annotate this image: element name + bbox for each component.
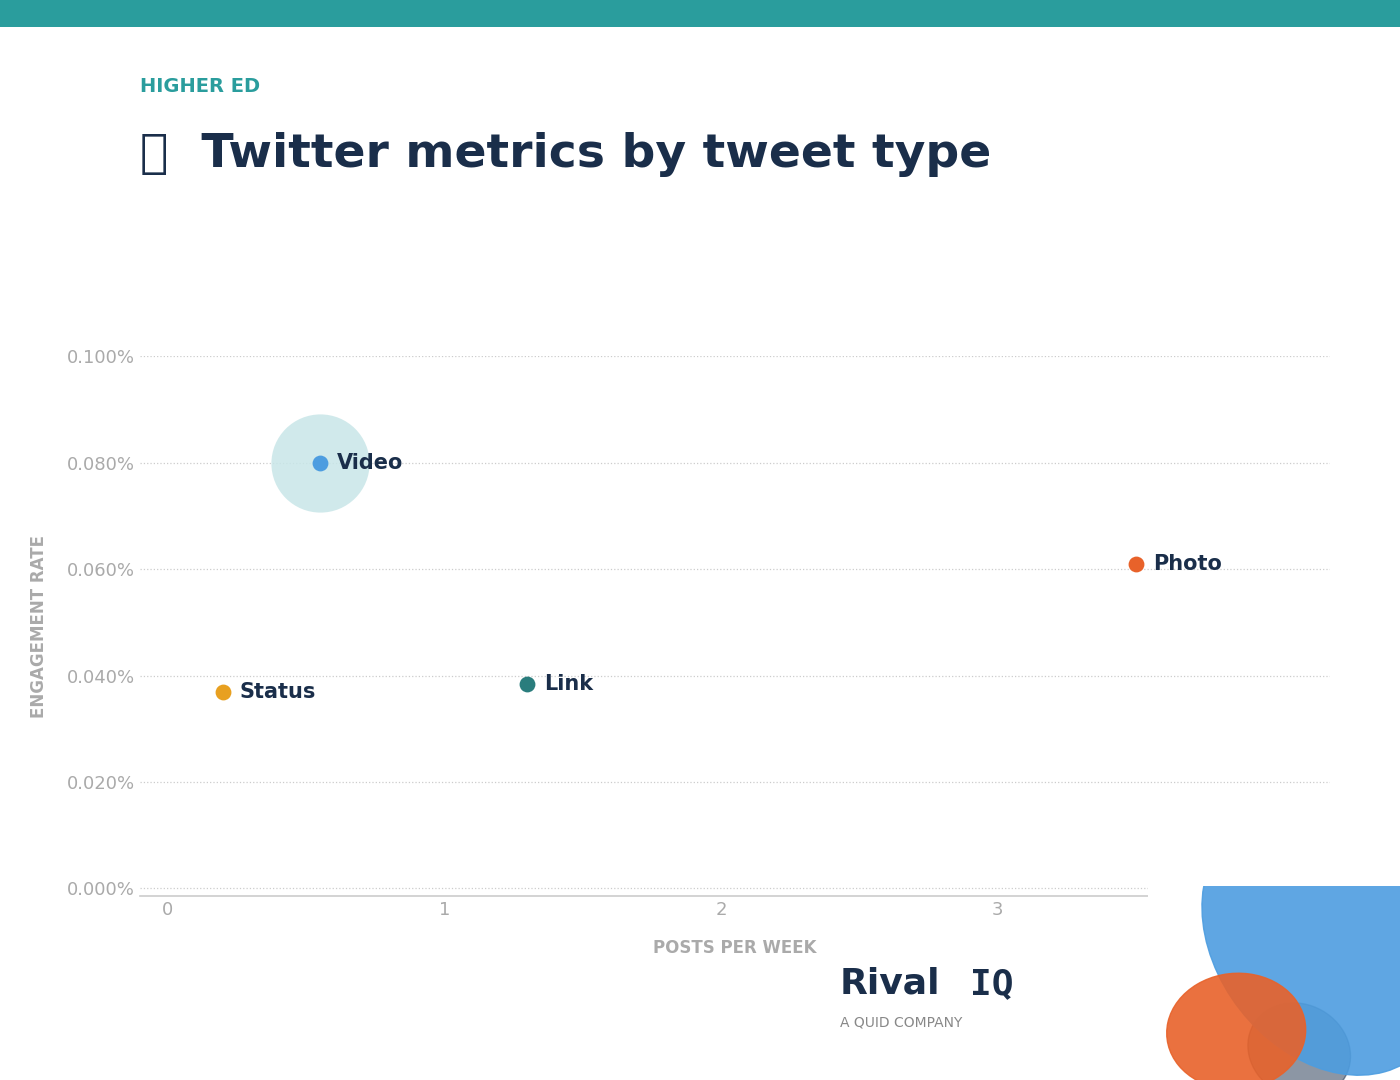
Y-axis label: ENGAGEMENT RATE: ENGAGEMENT RATE <box>29 535 48 718</box>
Ellipse shape <box>1247 1003 1351 1080</box>
Text: 🐦  Twitter metrics by tweet type: 🐦 Twitter metrics by tweet type <box>140 133 991 177</box>
Point <box>1126 555 1148 572</box>
Point <box>308 455 330 472</box>
Text: A QUID COMPANY: A QUID COMPANY <box>840 1015 962 1029</box>
Text: IQ: IQ <box>970 967 1014 1000</box>
Text: HIGHER ED: HIGHER ED <box>140 77 260 96</box>
Point <box>517 675 539 692</box>
X-axis label: POSTS PER WEEK: POSTS PER WEEK <box>654 939 816 957</box>
Text: Video: Video <box>336 453 403 473</box>
Text: Photo: Photo <box>1152 554 1222 573</box>
Ellipse shape <box>1203 812 1400 1076</box>
Text: Status: Status <box>239 681 316 702</box>
Text: Rival: Rival <box>840 967 941 1000</box>
Text: Link: Link <box>545 674 594 693</box>
Point <box>211 683 234 700</box>
Ellipse shape <box>1166 973 1306 1080</box>
Point <box>308 455 330 472</box>
